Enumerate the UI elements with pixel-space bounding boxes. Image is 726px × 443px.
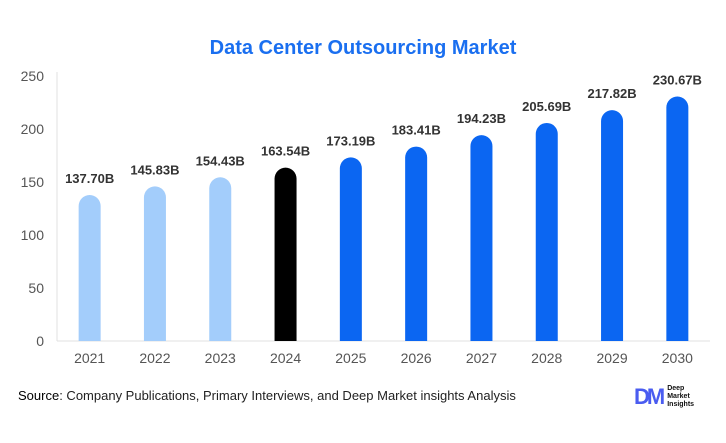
y-tick-label: 200 <box>21 121 45 137</box>
x-tick-label: 2021 <box>74 350 105 366</box>
bar <box>143 186 166 341</box>
chart-title: Data Center Outsourcing Market <box>209 37 517 59</box>
data-label: 183.41B <box>392 123 441 138</box>
source-text: : Company Publications, Primary Intervie… <box>59 388 516 403</box>
data-label: 173.19B <box>326 133 375 148</box>
y-tick-label: 150 <box>21 174 45 190</box>
data-label: 154.43B <box>196 153 245 168</box>
x-tick-label: 2025 <box>335 350 366 366</box>
x-tick-label: 2027 <box>466 350 497 366</box>
x-tick-label: 2026 <box>401 350 432 366</box>
source-label: Source <box>18 388 60 403</box>
bar <box>601 110 624 341</box>
logo-text: Deep Market Insights <box>667 385 694 409</box>
bar <box>339 157 362 341</box>
logo-line: Deep <box>667 385 685 392</box>
y-tick-label: 0 <box>36 333 44 349</box>
data-label: 194.23B <box>457 111 506 126</box>
data-label: 145.83B <box>130 162 179 177</box>
x-tick-label: 2024 <box>270 350 301 366</box>
bar <box>405 146 428 341</box>
data-label: 230.67B <box>653 72 702 87</box>
bar <box>535 122 558 341</box>
bar <box>470 135 493 341</box>
bar <box>78 195 101 341</box>
x-tick-label: 2028 <box>531 350 562 366</box>
logo-mark: DM <box>634 384 665 409</box>
data-label: 137.70B <box>65 171 114 186</box>
logo-line: Insights <box>667 401 695 408</box>
y-tick-label: 100 <box>21 227 45 243</box>
bar <box>666 96 689 341</box>
x-tick-label: 2022 <box>139 350 170 366</box>
data-label: 205.69B <box>522 99 571 114</box>
source-note: Source: Company Publications, Primary In… <box>18 388 516 403</box>
y-tick-label: 250 <box>21 68 45 84</box>
logo: DM Deep Market Insights <box>634 384 694 410</box>
x-tick-label: 2029 <box>596 350 627 366</box>
x-tick-label: 2023 <box>205 350 236 366</box>
y-tick-label: 50 <box>28 280 44 296</box>
data-label: 163.54B <box>261 144 310 159</box>
bar <box>274 167 297 341</box>
logo-line: Market <box>667 393 690 400</box>
bar <box>209 177 232 341</box>
data-label: 217.82B <box>587 86 636 101</box>
x-tick-label: 2030 <box>662 350 693 366</box>
